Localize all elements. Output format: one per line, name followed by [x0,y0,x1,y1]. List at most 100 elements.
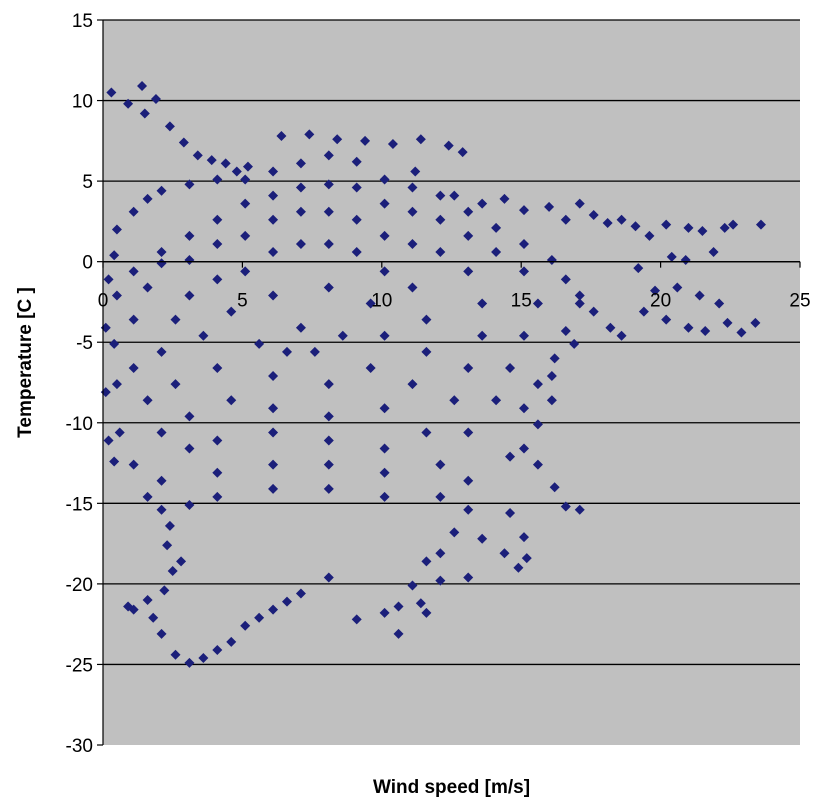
data-point [351,182,362,193]
data-point [156,427,167,438]
data-point [254,612,265,623]
data-point [560,325,571,336]
data-point [491,247,502,257]
x-tick-label: 15 [511,291,532,312]
data-point [128,266,139,277]
data-point [750,317,761,328]
data-point [111,290,122,301]
data-point [142,395,153,406]
data-point [435,575,446,586]
data-point [560,274,571,285]
data-point [379,443,390,454]
data-point [574,198,585,209]
y-tick-label: -20 [66,575,93,596]
data-point [379,230,390,241]
data-point [351,214,362,225]
data-point [212,274,223,285]
data-point [463,504,474,515]
data-point [351,614,362,625]
data-point [407,580,418,591]
data-point [109,456,120,467]
data-point [164,520,175,531]
data-point [518,403,529,414]
data-point [139,108,150,119]
data-point [407,379,418,390]
x-axis-title: Wind speed [m/s] [373,777,530,798]
data-point [137,81,148,92]
data-point [683,222,694,233]
data-point [323,206,334,217]
data-point [323,483,334,494]
data-point [323,411,334,422]
data-point [295,182,306,193]
data-point [697,226,708,237]
data-point [212,363,223,373]
data-point [323,379,334,390]
data-point [170,314,181,325]
y-tick-label: 15 [72,11,93,32]
data-point [309,346,320,357]
data-point [633,263,644,274]
data-point [268,403,279,414]
data-point [198,330,209,341]
data-point [407,206,418,217]
data-point [544,201,555,212]
data-point [159,585,170,596]
data-point [505,363,516,373]
data-point [421,346,432,357]
data-point [184,411,195,422]
data-point [443,140,454,151]
data-point [421,607,432,618]
data-point [463,363,474,373]
y-axis-title: Temperature [C ] [15,287,36,438]
data-point [304,129,315,140]
data-point [323,572,334,583]
data-point [680,255,691,266]
data-point [150,93,161,104]
y-tick-label: -25 [66,655,93,676]
data-point [661,314,672,325]
data-point [463,230,474,241]
data-point [268,459,279,470]
data-point [549,482,560,493]
data-point [463,206,474,217]
data-point [574,298,585,309]
data-point [588,306,599,317]
data-point [212,435,223,446]
data-point [650,285,661,296]
data-point [295,206,306,217]
data-point [192,150,203,161]
data-point [184,230,195,241]
data-point [254,338,265,349]
data-point [220,158,231,169]
data-point [630,221,641,232]
data-point [226,395,237,406]
data-point [164,121,175,132]
data-point [638,306,649,317]
data-point [268,427,279,438]
data-point [532,298,543,309]
data-point [683,322,694,333]
data-point [167,566,178,576]
data-point [212,238,223,249]
data-point [505,451,516,462]
data-point [198,653,209,663]
data-point [142,491,153,502]
data-point [393,628,404,639]
data-point [240,174,251,185]
data-point [212,491,223,502]
data-point [240,198,251,209]
data-point [142,282,153,293]
data-point [365,298,376,309]
data-point [184,255,195,266]
data-point [240,620,251,631]
data-point [142,193,153,204]
data-point [184,499,195,510]
data-point [184,290,195,301]
data-point [170,379,181,390]
data-point [387,139,398,150]
data-point [184,443,195,454]
data-point [694,290,705,301]
data-point [499,193,510,204]
data-point [379,198,390,209]
